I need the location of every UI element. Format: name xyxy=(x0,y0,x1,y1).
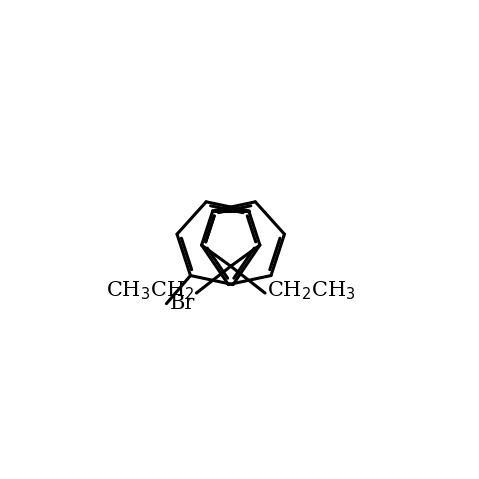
Text: CH$_3$CH$_2$: CH$_3$CH$_2$ xyxy=(106,280,194,302)
Text: Br: Br xyxy=(170,294,195,313)
Text: CH$_2$CH$_3$: CH$_2$CH$_3$ xyxy=(267,280,355,302)
